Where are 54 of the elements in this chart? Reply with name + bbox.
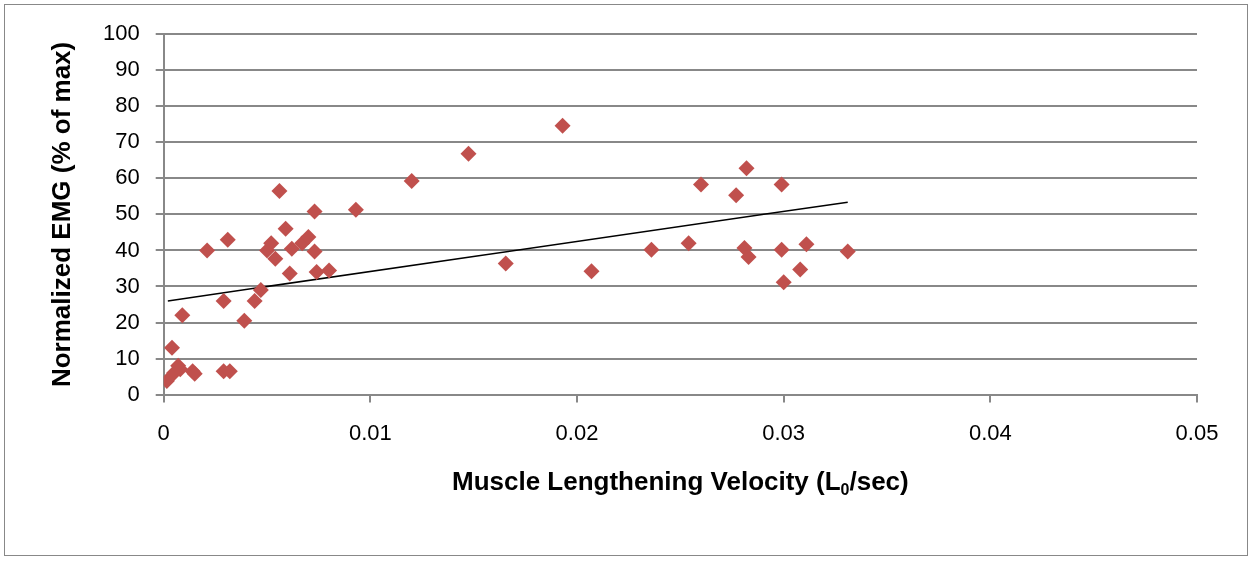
point (163, 339, 180, 356)
point (693, 176, 710, 193)
x-tick-label: 0.01 (348, 419, 392, 445)
point (277, 220, 294, 237)
point (643, 241, 660, 258)
y-tick-label: 10 (115, 344, 140, 370)
point (281, 265, 298, 282)
point (347, 201, 364, 218)
y-tick-label: 20 (115, 308, 140, 334)
point (839, 243, 856, 260)
point (583, 263, 600, 280)
x-tick-label: 0.03 (762, 419, 806, 445)
point (236, 312, 253, 329)
point (738, 160, 755, 177)
point (728, 187, 745, 204)
point (775, 274, 792, 291)
point (773, 241, 790, 258)
point (403, 172, 420, 189)
y-tick-label: 90 (115, 56, 140, 82)
point (798, 236, 815, 253)
point (246, 292, 263, 309)
y-tick-label: 80 (115, 92, 140, 118)
point (497, 255, 514, 272)
point (306, 203, 323, 220)
point (174, 307, 191, 324)
point (219, 231, 236, 248)
point (773, 176, 790, 193)
point (267, 250, 284, 267)
y-tick-label: 60 (115, 164, 140, 190)
y-tick-label: 30 (115, 272, 140, 298)
x-tick-label: 0.04 (968, 419, 1012, 445)
y-axis-title: Normalized EMG (% of max) (46, 41, 77, 388)
point (300, 229, 317, 246)
point (252, 282, 269, 299)
point (460, 145, 477, 162)
y-tick-label: 0 (127, 380, 140, 406)
point (283, 240, 300, 257)
x-tick-label: 0.05 (1175, 419, 1219, 445)
x-tick-label: 0 (157, 419, 170, 445)
point (271, 182, 288, 199)
point (554, 117, 571, 134)
point (321, 262, 338, 279)
y-tick-label: 50 (115, 200, 140, 226)
point (306, 243, 323, 260)
y-tick-label: 70 (115, 128, 140, 154)
y-tick-label: 100 (102, 20, 140, 46)
point (680, 235, 697, 252)
point (308, 264, 325, 281)
point (792, 261, 809, 278)
point (199, 242, 216, 259)
point (740, 248, 757, 265)
y-tick-label: 40 (115, 236, 140, 262)
x-tick-label: 0.02 (555, 419, 599, 445)
point (215, 292, 232, 309)
